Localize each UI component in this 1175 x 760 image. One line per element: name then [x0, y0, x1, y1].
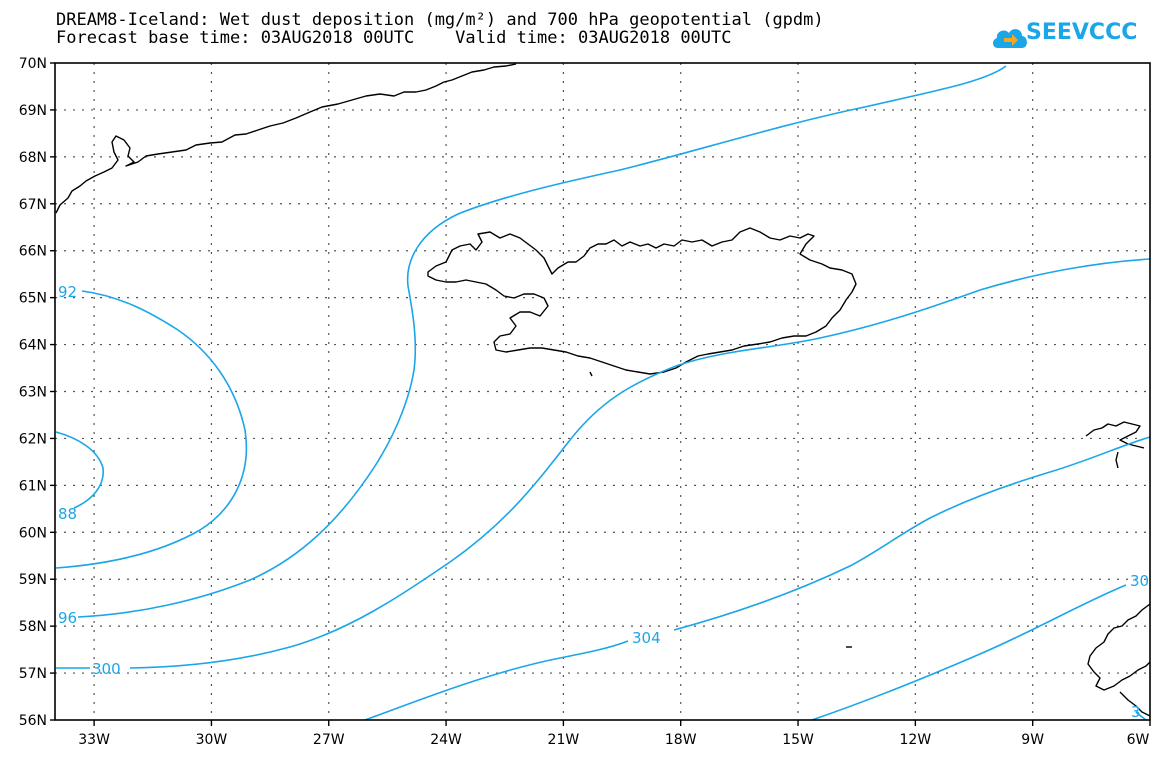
map-title: DREAM8-Iceland: Wet dust deposition (mg/…	[56, 10, 824, 30]
small-island-2	[589, 371, 593, 377]
tick-label-lon: 6W	[1127, 732, 1150, 748]
tick-label-lat: 56N	[19, 713, 47, 729]
contour-label-296: 96	[58, 609, 77, 627]
tick-label-lon: 21W	[548, 732, 580, 748]
geopotential-contours	[55, 65, 1151, 721]
greenland-coast	[55, 63, 517, 214]
tick-label-lat: 58N	[19, 619, 47, 635]
tick-label-lat: 62N	[19, 431, 47, 447]
tick-label-lat: 66N	[19, 244, 47, 260]
map-subtitle-times: Forecast base time: 03AUG2018 00UTC Vali…	[56, 28, 732, 48]
contour-label-308: 30	[1130, 572, 1149, 590]
tick-label-lon: 24W	[430, 732, 462, 748]
latitude-axis: 70N 69N 68N 67N 66N 65N 64N 63N 62N 61N 60N 59N 58N 5…	[19, 56, 55, 729]
graticule	[55, 63, 1150, 720]
faroe-coast	[1085, 421, 1145, 469]
contour-296	[77, 65, 1007, 618]
longitude-axis: 33W 30W 27W 24W 21W 18W 15W 12W 9W 6W	[78, 720, 1151, 748]
tick-label-lat: 64N	[19, 338, 47, 354]
seevccc-logo: SEEVCCC	[990, 18, 1137, 58]
tick-label-lon: 15W	[782, 732, 814, 748]
tick-label-lon: 33W	[78, 732, 110, 748]
tick-label-lon: 12W	[900, 732, 932, 748]
tick-label-lat: 65N	[19, 291, 47, 307]
tick-label-lon: 18W	[665, 732, 697, 748]
tick-label-lat: 57N	[19, 666, 47, 682]
tick-label-lat: 68N	[19, 150, 47, 166]
contour-labels: 92 88 96 300 304 30 3	[58, 283, 1149, 721]
contour-label-292: 92	[58, 283, 77, 301]
tick-label-lat: 69N	[19, 103, 47, 119]
tick-label-lat: 60N	[19, 525, 47, 541]
logo-text: SEEVCCC	[1026, 20, 1138, 45]
cloud-logo-icon	[992, 29, 1027, 48]
contour-288	[55, 431, 104, 509]
contour-label-288: 88	[58, 505, 77, 523]
tick-label-lat: 70N	[19, 56, 47, 72]
map-frame	[54, 62, 1151, 721]
iceland-coast	[427, 227, 857, 375]
contour-308	[811, 584, 1127, 721]
tick-label-lat: 59N	[19, 572, 47, 588]
contour-300	[56, 258, 1151, 669]
coastlines	[55, 63, 1151, 717]
tick-label-lat: 67N	[19, 197, 47, 213]
scotland-coast	[1087, 603, 1151, 717]
contour-label-312: 3	[1131, 703, 1141, 721]
contour-304	[364, 436, 1151, 721]
tick-label-lon: 9W	[1021, 732, 1044, 748]
contour-label-300: 300	[92, 660, 121, 678]
tick-label-lon: 27W	[313, 732, 345, 748]
tick-label-lon: 30W	[196, 732, 228, 748]
contour-label-304: 304	[632, 629, 661, 647]
contour-292	[55, 290, 248, 569]
tick-label-lat: 63N	[19, 385, 47, 401]
tick-label-lat: 61N	[19, 478, 47, 494]
